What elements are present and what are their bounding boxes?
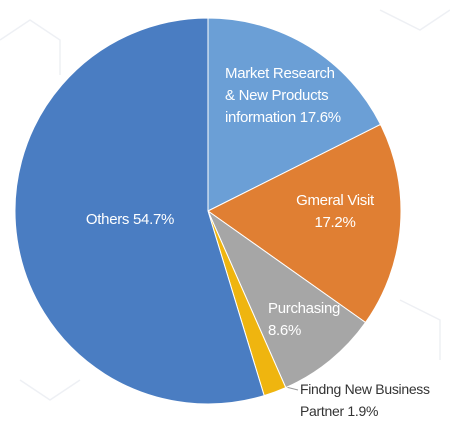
slice-name: Others (85, 211, 130, 228)
pie-slice (207, 17, 382, 212)
slice-value: 17.6% (299, 109, 341, 126)
slice-value: 1.9% (347, 403, 379, 419)
pie-slice (14, 17, 265, 405)
slice-name: Market Research & New Products informati… (225, 65, 335, 126)
slice-value: 17.2% (314, 214, 356, 231)
slice-label: Others 54.7% (50, 209, 210, 231)
slice-label: Market Research & New Products informati… (225, 63, 347, 129)
slice-label: Gmeral Visit 17.2% (285, 190, 385, 234)
slice-value: 8.6% (268, 322, 301, 339)
slice-value: 54.7% (133, 211, 175, 228)
slice-label: Purchasing 8.6% (268, 298, 358, 342)
slice-name: Findng New Business Partner (300, 381, 430, 419)
slice-name: Gmeral Visit (296, 192, 374, 209)
pie-slice (207, 123, 402, 324)
slice-label: Findng New Business Partner 1.9% (300, 378, 450, 422)
pie-slice (206, 209, 367, 389)
background-pattern (0, 9, 450, 401)
slice-name: Purchasing (268, 300, 341, 317)
